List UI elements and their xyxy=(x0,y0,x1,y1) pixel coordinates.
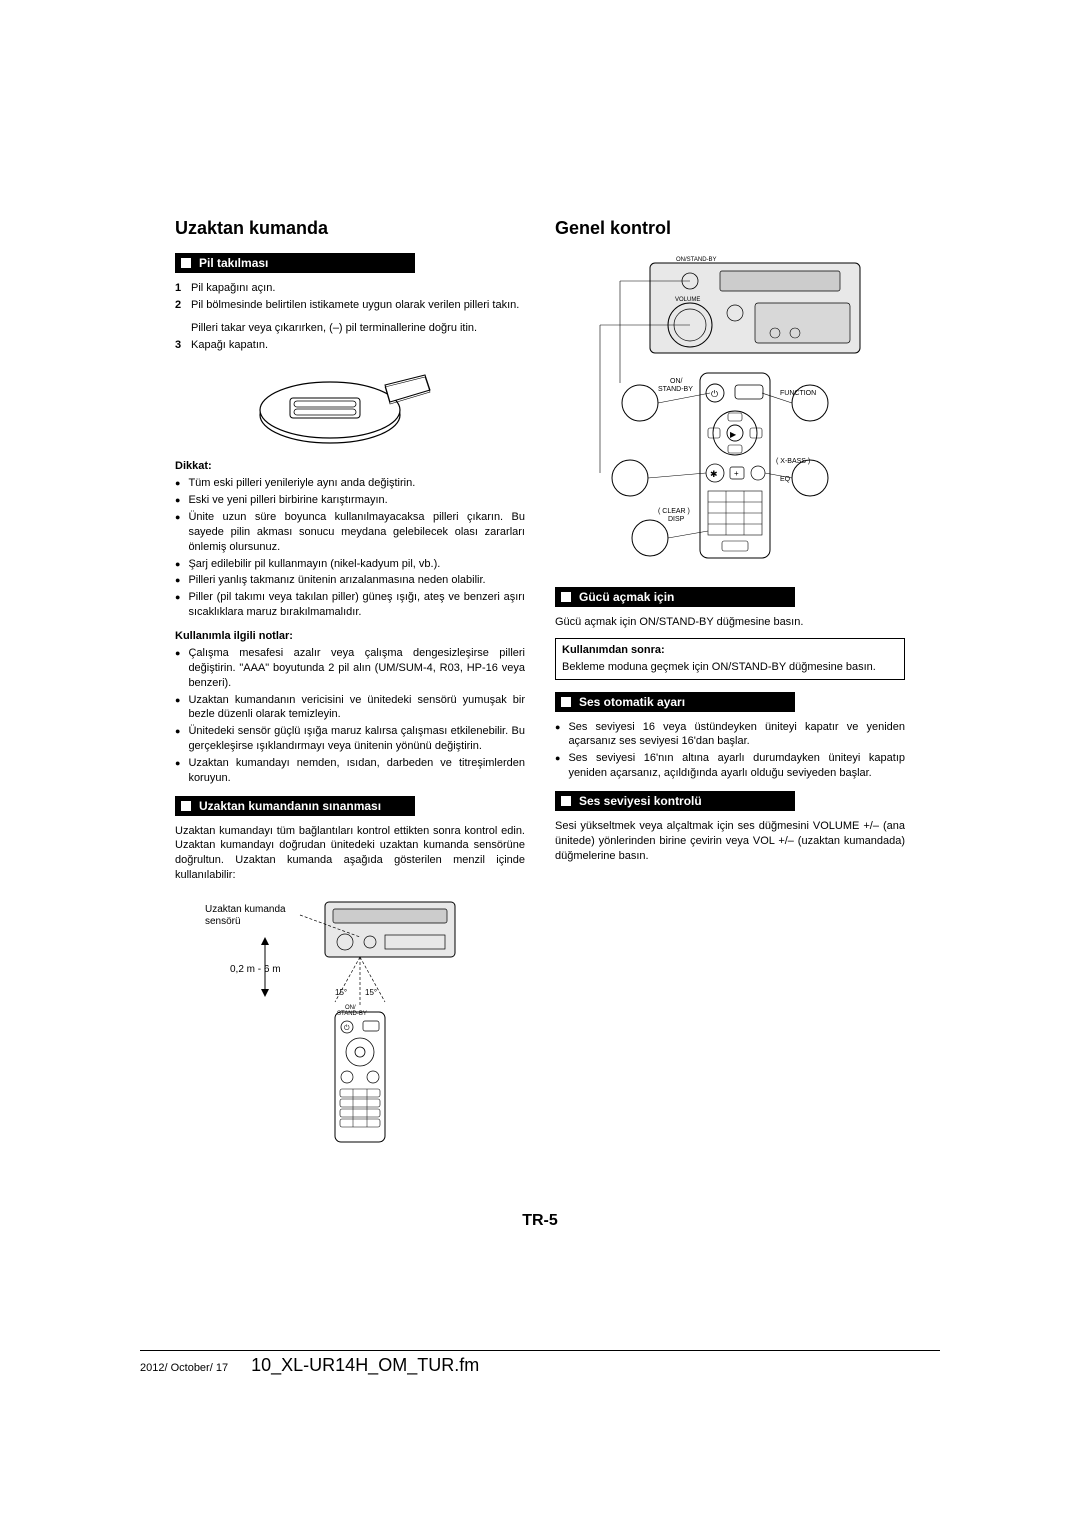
power-body: Gücü açmak için ON/STAND-BY düğmesine ba… xyxy=(555,615,905,630)
control-diagram: ON/STAND-BY VOLUME ON/ STAND-BY xyxy=(580,253,880,573)
section-heading-volume: Ses seviyesi kontrolü xyxy=(555,791,795,811)
section-heading-label: Uzaktan kumandanın sınanması xyxy=(199,799,381,813)
sensor-label-text: Uzaktan kumanda xyxy=(205,904,286,915)
svg-text:( X-BASS ): ( X-BASS ) xyxy=(776,458,810,465)
section-heading-label: Ses seviyesi kontrolü xyxy=(579,794,702,808)
svg-text:✱: ✱ xyxy=(710,469,718,479)
list-item: Ses seviyesi 16 veya üstündeyken üniteyi… xyxy=(555,720,905,750)
list-item: Çalışma mesafesi azalır veya çalışma den… xyxy=(175,646,525,691)
battery-steps-cont: 3Kapağı kapatın. xyxy=(175,338,525,353)
section-heading-battery: Pil takılması xyxy=(175,253,415,273)
caution-list: Tüm eski pilleri yenileriyle aynı anda d… xyxy=(175,476,525,620)
footer-filename: 10_XL-UR14H_OM_TUR.fm xyxy=(251,1355,479,1375)
list-item: Ünitedeki sensör güçlü ışığa maruz kalır… xyxy=(175,724,525,754)
svg-text:sensörü: sensörü xyxy=(205,916,241,927)
svg-text:VOLUME: VOLUME xyxy=(675,297,700,303)
section-heading-power: Gücü açmak için xyxy=(555,587,795,607)
svg-text:STAND-BY: STAND-BY xyxy=(658,386,693,393)
left-column: Uzaktan kumanda Pil takılması 1Pil kapağ… xyxy=(175,218,525,1172)
after-use-label: Kullanımdan sonra: xyxy=(562,643,898,658)
svg-text:STAND-BY: STAND-BY xyxy=(337,1011,367,1017)
section-heading-label: Ses otomatik ayarı xyxy=(579,695,685,709)
svg-text:▶: ▶ xyxy=(730,430,737,439)
after-use-body: Bekleme moduna geçmek için ON/STAND-BY d… xyxy=(562,660,898,675)
square-icon xyxy=(181,258,191,268)
section-heading-label: Pil takılması xyxy=(199,256,268,270)
svg-text:15°: 15° xyxy=(335,988,347,997)
list-item: Ses seviyesi 16'nın altına ayarlı durumd… xyxy=(555,751,905,781)
svg-text:ON/STAND-BY: ON/STAND-BY xyxy=(676,257,717,263)
square-icon xyxy=(561,697,571,707)
section-heading-label: Gücü açmak için xyxy=(579,590,674,604)
remote-range-illustration: Uzaktan kumanda sensörü 0,2 m - 6 m 15° … xyxy=(205,897,465,1157)
right-title: Genel kontrol xyxy=(555,218,905,239)
svg-text:+: + xyxy=(734,469,739,478)
footer-date: 2012/ October/ 17 xyxy=(140,1362,228,1374)
list-item: Pilleri yanlış takmanız ünitenin arızala… xyxy=(175,573,525,588)
list-item: Uzaktan kumandayı nemden, ısıdan, darbed… xyxy=(175,756,525,786)
step-subnote: Pilleri takar veya çıkarırken, (–) pil t… xyxy=(191,321,525,336)
footer: 2012/ October/ 17 10_XL-UR14H_OM_TUR.fm xyxy=(140,1350,940,1376)
caution-label: Dikkat: xyxy=(175,460,525,472)
svg-text:DISP: DISP xyxy=(668,516,685,523)
list-item: Tüm eski pilleri yenileriyle aynı anda d… xyxy=(175,476,525,491)
right-column: Genel kontrol ON/STAND-BY VOLUME xyxy=(555,218,905,1172)
list-item: Uzaktan kumandanın vericisini ve ünitede… xyxy=(175,693,525,723)
after-use-box: Kullanımdan sonra: Bekleme moduna geçmek… xyxy=(555,638,905,680)
battery-steps: 1Pil kapağını açın. 2Pil bölmesinde beli… xyxy=(175,281,525,313)
step: 1Pil kapağını açın. xyxy=(175,281,525,296)
list-item: Eski ve yeni pilleri birbirine karıştırm… xyxy=(175,493,525,508)
volume-body: Sesi yükseltmek veya alçaltmak için ses … xyxy=(555,819,905,864)
svg-text:ON/: ON/ xyxy=(670,378,683,385)
section-heading-auto: Ses otomatik ayarı xyxy=(555,692,795,712)
step: 2Pil bölmesinde belirtilen istikamete uy… xyxy=(175,298,525,313)
test-body: Uzaktan kumandayı tüm bağlantıları kontr… xyxy=(175,824,525,883)
section-heading-test: Uzaktan kumandanın sınanması xyxy=(175,796,415,816)
two-column-layout: Uzaktan kumanda Pil takılması 1Pil kapağ… xyxy=(175,218,905,1172)
square-icon xyxy=(561,796,571,806)
left-title: Uzaktan kumanda xyxy=(175,218,525,239)
step: 3Kapağı kapatın. xyxy=(175,338,525,353)
list-item: Şarj edilebilir pil kullanmayın (nikel-k… xyxy=(175,557,525,572)
svg-text:⏻: ⏻ xyxy=(711,389,718,399)
square-icon xyxy=(561,592,571,602)
battery-illustration xyxy=(250,360,450,450)
svg-text:⏻: ⏻ xyxy=(344,1024,350,1032)
svg-text:FUNCTION: FUNCTION xyxy=(780,390,816,397)
svg-text:( CLEAR ): ( CLEAR ) xyxy=(658,508,690,515)
range-label-text: 0,2 m - 6 m xyxy=(230,964,281,975)
page-content: Uzaktan kumanda Pil takılması 1Pil kapağ… xyxy=(175,218,905,1230)
page-number: TR-5 xyxy=(175,1212,905,1230)
auto-list: Ses seviyesi 16 veya üstündeyken üniteyi… xyxy=(555,720,905,781)
svg-text:15°: 15° xyxy=(365,988,377,997)
square-icon xyxy=(181,801,191,811)
usage-notes-list: Çalışma mesafesi azalır veya çalışma den… xyxy=(175,646,525,786)
list-item: Ünite uzun süre boyunca kullanılmayacaks… xyxy=(175,510,525,555)
usage-notes-label: Kullanımla ilgili notlar: xyxy=(175,630,525,642)
list-item: Piller (pil takımı veya takılan piller) … xyxy=(175,590,525,620)
